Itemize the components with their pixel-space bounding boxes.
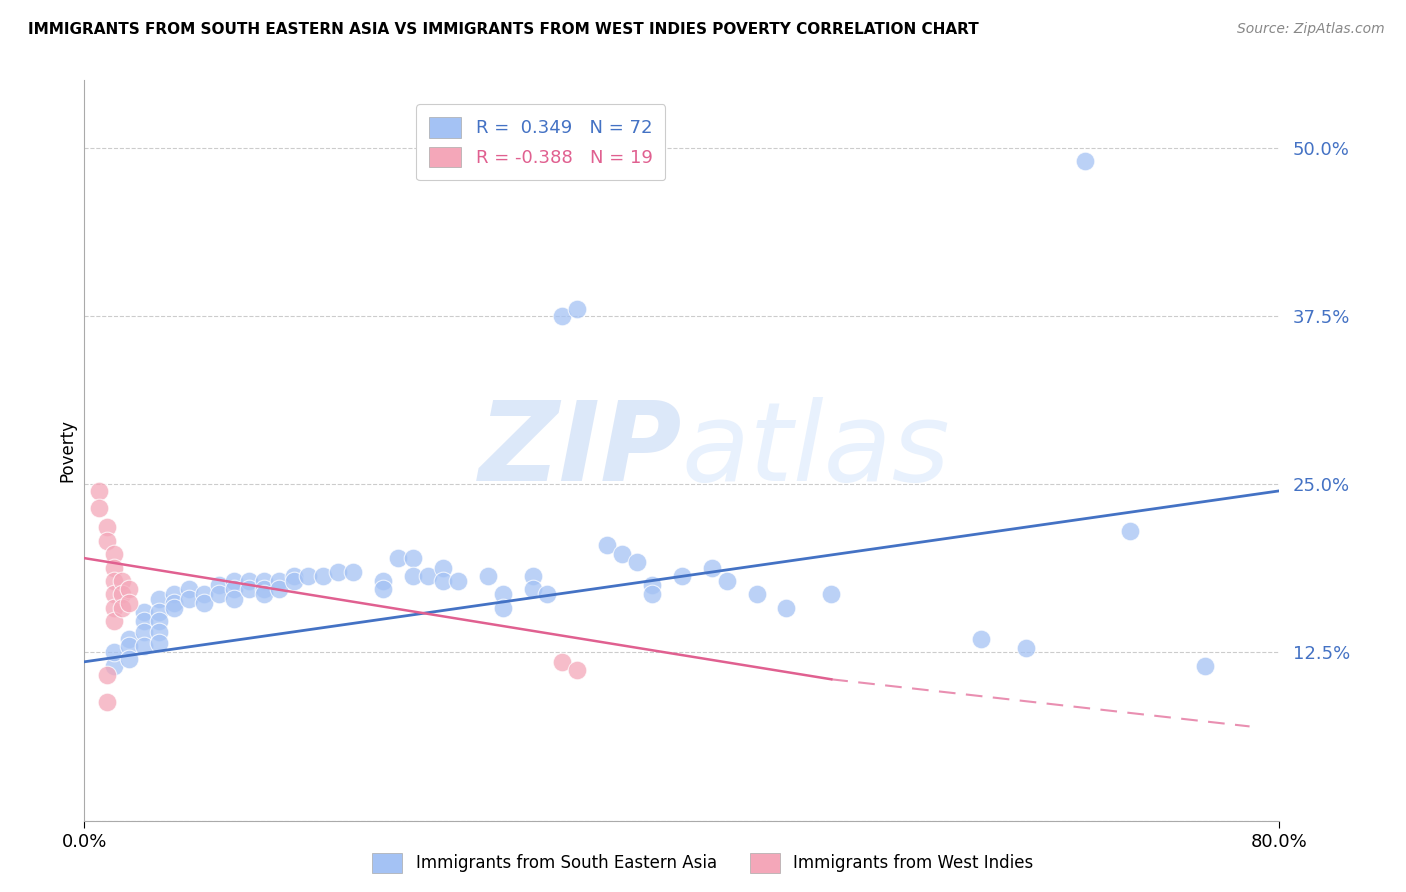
Point (118, 582, 141, 596)
Point (163, 601, 186, 615)
Point (103, 658, 125, 673)
Point (103, 560, 125, 574)
Point (238, 574, 260, 588)
Point (103, 601, 125, 615)
Text: Source: ZipAtlas.com: Source: ZipAtlas.com (1237, 22, 1385, 37)
Point (416, 568, 439, 582)
Point (373, 574, 395, 588)
Point (111, 601, 134, 615)
Point (328, 565, 350, 579)
Point (103, 547, 125, 561)
Point (132, 615, 156, 629)
Point (103, 615, 125, 629)
Point (253, 582, 276, 596)
Point (447, 574, 470, 588)
Point (970, 632, 993, 646)
Legend: R =  0.349   N = 72, R = -0.388   N = 19: R = 0.349 N = 72, R = -0.388 N = 19 (416, 104, 665, 180)
Point (551, 655, 574, 669)
Point (567, 302, 589, 317)
Point (103, 645, 125, 659)
Point (641, 578, 664, 592)
Point (103, 587, 125, 601)
Point (148, 625, 170, 640)
Point (132, 605, 156, 619)
Point (716, 574, 738, 588)
Point (1119, 524, 1142, 539)
Point (522, 582, 544, 596)
Point (148, 605, 170, 619)
Text: ZIP: ZIP (478, 397, 682, 504)
Point (253, 574, 276, 588)
Point (551, 309, 574, 323)
Point (193, 587, 215, 601)
Point (492, 601, 515, 615)
Point (148, 636, 170, 650)
Point (432, 560, 454, 574)
Point (283, 574, 305, 588)
Point (222, 574, 245, 588)
Point (596, 538, 619, 552)
Point (700, 560, 723, 574)
Point (118, 632, 141, 646)
Point (522, 568, 544, 582)
Point (148, 591, 170, 606)
Point (536, 587, 558, 601)
Point (1074, 154, 1097, 169)
Point (267, 574, 290, 588)
Point (567, 663, 589, 677)
Point (118, 596, 141, 610)
Point (402, 568, 425, 582)
Point (745, 587, 768, 601)
Point (612, 547, 634, 561)
Point (96, 520, 118, 534)
Text: IMMIGRANTS FROM SOUTH EASTERN ASIA VS IMMIGRANTS FROM WEST INDIES POVERTY CORREL: IMMIGRANTS FROM SOUTH EASTERN ASIA VS IM… (28, 22, 979, 37)
Point (373, 582, 395, 596)
Point (238, 582, 260, 596)
Point (222, 582, 245, 596)
Legend: Immigrants from South Eastern Asia, Immigrants from West Indies: Immigrants from South Eastern Asia, Immi… (366, 847, 1040, 880)
Point (283, 568, 305, 582)
Point (118, 639, 141, 653)
Point (1194, 658, 1216, 673)
Point (111, 574, 134, 588)
Point (148, 615, 170, 629)
Point (775, 601, 797, 615)
Point (222, 591, 245, 606)
Point (111, 587, 134, 601)
Point (641, 587, 664, 601)
Point (671, 568, 693, 582)
Point (253, 587, 276, 601)
Point (820, 587, 842, 601)
Point (96, 668, 118, 682)
Y-axis label: Poverty: Poverty (58, 419, 76, 482)
Point (118, 652, 141, 666)
Point (387, 551, 409, 566)
Point (96, 533, 118, 548)
Point (626, 555, 648, 569)
Point (132, 625, 156, 640)
Point (312, 568, 335, 582)
Point (163, 596, 186, 610)
Point (132, 639, 156, 653)
Point (177, 582, 200, 596)
Point (96, 695, 118, 709)
Point (432, 574, 454, 588)
Point (208, 587, 231, 601)
Point (89, 501, 111, 516)
Point (163, 587, 186, 601)
Point (477, 568, 499, 582)
Point (193, 596, 215, 610)
Point (342, 565, 364, 579)
Point (103, 574, 125, 588)
Point (1014, 641, 1036, 656)
Point (267, 582, 290, 596)
Text: atlas: atlas (682, 397, 950, 504)
Point (208, 578, 231, 592)
Point (177, 591, 200, 606)
Point (492, 587, 515, 601)
Point (89, 483, 111, 498)
Point (402, 551, 425, 566)
Point (297, 568, 319, 582)
